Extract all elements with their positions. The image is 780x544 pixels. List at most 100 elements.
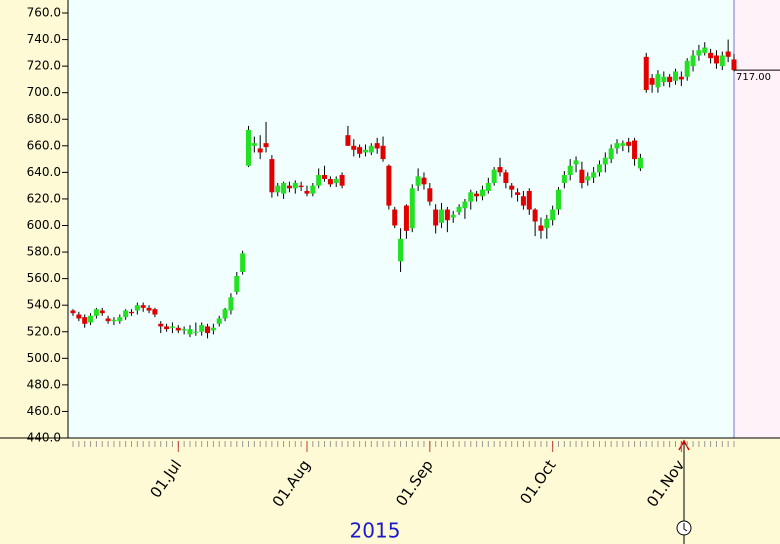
future-area [734,0,780,438]
candle-body [327,179,333,185]
candle-body [439,209,445,223]
candle-body [351,145,357,150]
candle-body [509,185,515,190]
y-tick-label: 500.0 [27,351,61,365]
candle-body [374,143,380,149]
candle-body [304,190,310,194]
candle-body [573,160,579,165]
candle-body [637,157,643,169]
y-tick-label: 440.0 [27,431,61,445]
candle-body [386,165,392,206]
candle-body [708,52,714,59]
candle-body [462,201,468,209]
candle-body [643,56,649,91]
candle-body [105,318,111,322]
candle-body [76,314,82,319]
candle-body [409,188,415,229]
candle-body [263,143,269,148]
candle-body [345,135,351,146]
candle-body [491,169,497,183]
candle-body [234,275,240,292]
candle-body [281,183,287,194]
candle-body [719,55,725,67]
candle-body [468,192,474,202]
candle-body [310,185,316,194]
candle-body [123,310,129,318]
candle-body [292,183,298,189]
candle-body [117,317,123,322]
y-tick-label: 700.0 [27,85,61,99]
candle-body [199,325,205,332]
candle-body [561,175,567,183]
candle-body [678,76,684,80]
candle-body [550,209,556,221]
y-tick-label: 540.0 [27,298,61,312]
last-price-label: 717.00 [736,72,771,83]
y-tick-label: 600.0 [27,218,61,232]
y-tick-label: 720.0 [27,59,61,73]
candle-body [333,179,339,183]
candle-body [526,190,532,210]
y-tick-label: 480.0 [27,377,61,391]
candle-body [357,147,363,154]
candle-body [655,74,661,88]
y-tick-label: 560.0 [27,271,61,285]
candle-body [684,60,690,77]
candle-body [690,55,696,67]
candle-body [556,189,562,210]
candle-body [520,196,526,206]
candle-body [579,169,585,183]
candle-body [433,209,439,226]
clock-hands [683,523,688,532]
y-tick-label: 520.0 [27,324,61,338]
candle-body [485,183,491,191]
candle-body [88,315,94,323]
candle-body [725,51,731,57]
candle-body [427,188,433,202]
candle-body [696,50,702,56]
candle-body [93,309,99,316]
candle-body [322,175,328,180]
candle-body [392,209,398,226]
candle-body [667,76,673,83]
candle-body [532,209,538,222]
candle-body [193,331,199,333]
candle-body [649,78,655,85]
candle-body [158,323,164,327]
candle-body [164,326,170,330]
candle-body [614,143,620,149]
candle-body [398,238,404,262]
candle-body [216,318,222,324]
candle-body [596,164,602,173]
candle-body [152,309,158,315]
candle-body [339,175,345,186]
candle-body [181,329,187,331]
y-tick-label: 740.0 [27,32,61,46]
candle-body [567,165,573,176]
candle-body [591,172,597,178]
candle-body [602,157,608,165]
x-axis-label: 2015 [350,519,401,543]
candle-body [169,326,175,328]
y-tick-label: 580.0 [27,245,61,259]
candle-body [368,145,374,153]
candle-body [444,209,450,221]
candle-body [146,307,152,311]
candle-body [111,319,117,322]
candle-body [608,148,614,160]
candle-body [362,149,368,153]
plot-area [68,0,734,438]
candle-body [82,317,88,324]
candle-body [205,326,211,334]
candle-body [140,305,146,308]
candle-body [257,148,263,153]
candle-body [702,47,708,53]
candle-body [503,172,509,183]
candle-body [515,192,521,195]
candle-body [245,129,251,166]
candle-body [99,310,105,314]
candle-body [175,327,181,331]
candle-body [70,310,76,314]
candle-body [585,176,591,181]
